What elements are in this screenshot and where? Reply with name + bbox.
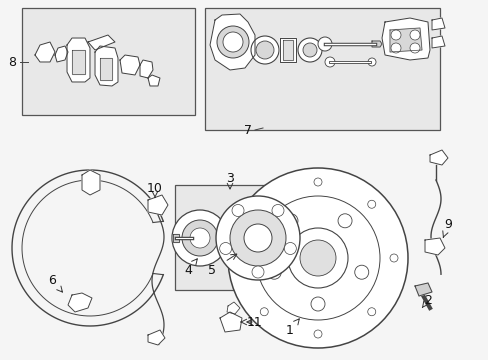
Text: 2: 2 bbox=[423, 293, 431, 306]
Polygon shape bbox=[381, 18, 429, 60]
Circle shape bbox=[337, 214, 351, 228]
Text: 5: 5 bbox=[207, 264, 216, 276]
Circle shape bbox=[317, 37, 331, 51]
Circle shape bbox=[271, 204, 284, 216]
Circle shape bbox=[216, 196, 299, 280]
Circle shape bbox=[354, 265, 368, 279]
Polygon shape bbox=[220, 312, 242, 332]
Polygon shape bbox=[88, 35, 115, 50]
Circle shape bbox=[287, 228, 347, 288]
Polygon shape bbox=[35, 42, 55, 62]
Circle shape bbox=[284, 214, 297, 228]
Polygon shape bbox=[72, 50, 85, 74]
Circle shape bbox=[223, 32, 243, 52]
Circle shape bbox=[367, 58, 375, 66]
Circle shape bbox=[390, 30, 400, 40]
Circle shape bbox=[310, 297, 325, 311]
Circle shape bbox=[219, 243, 231, 255]
Polygon shape bbox=[226, 302, 240, 314]
Polygon shape bbox=[280, 38, 295, 62]
Polygon shape bbox=[431, 36, 444, 48]
Polygon shape bbox=[389, 28, 421, 52]
Polygon shape bbox=[371, 41, 381, 47]
Bar bbox=[175, 185, 299, 290]
Circle shape bbox=[284, 243, 296, 255]
Bar bbox=[204, 8, 439, 130]
Circle shape bbox=[267, 265, 281, 279]
Circle shape bbox=[313, 330, 321, 338]
Circle shape bbox=[367, 308, 375, 316]
Circle shape bbox=[313, 178, 321, 186]
Polygon shape bbox=[424, 238, 444, 255]
Circle shape bbox=[238, 254, 245, 262]
Polygon shape bbox=[148, 75, 160, 86]
Circle shape bbox=[182, 220, 218, 256]
Polygon shape bbox=[95, 46, 118, 86]
Circle shape bbox=[250, 36, 279, 64]
Circle shape bbox=[244, 224, 271, 252]
Polygon shape bbox=[414, 283, 431, 296]
Circle shape bbox=[303, 43, 316, 57]
Polygon shape bbox=[429, 150, 447, 165]
Circle shape bbox=[256, 196, 379, 320]
Text: 4: 4 bbox=[183, 264, 192, 276]
Circle shape bbox=[256, 41, 273, 59]
Circle shape bbox=[217, 26, 248, 58]
Circle shape bbox=[190, 228, 209, 248]
Text: 1: 1 bbox=[285, 324, 293, 337]
Polygon shape bbox=[148, 195, 168, 215]
Polygon shape bbox=[148, 330, 164, 345]
Circle shape bbox=[297, 38, 321, 62]
Circle shape bbox=[299, 240, 335, 276]
Polygon shape bbox=[68, 293, 92, 312]
Polygon shape bbox=[431, 18, 444, 30]
Polygon shape bbox=[209, 14, 254, 70]
Circle shape bbox=[325, 57, 334, 67]
Polygon shape bbox=[55, 46, 68, 62]
Circle shape bbox=[367, 200, 375, 208]
Text: 10: 10 bbox=[147, 181, 163, 194]
Circle shape bbox=[389, 254, 397, 262]
Polygon shape bbox=[140, 60, 153, 78]
Bar bbox=[22, 8, 195, 115]
Circle shape bbox=[227, 168, 407, 348]
Text: 7: 7 bbox=[244, 123, 251, 136]
Polygon shape bbox=[283, 40, 292, 60]
Polygon shape bbox=[67, 38, 90, 82]
Polygon shape bbox=[120, 55, 140, 75]
Circle shape bbox=[172, 210, 227, 266]
Circle shape bbox=[409, 30, 419, 40]
Circle shape bbox=[409, 43, 419, 53]
Text: 8: 8 bbox=[8, 55, 16, 68]
Circle shape bbox=[251, 266, 264, 278]
Polygon shape bbox=[100, 58, 112, 80]
Text: 11: 11 bbox=[246, 315, 263, 328]
Circle shape bbox=[390, 43, 400, 53]
Polygon shape bbox=[173, 234, 179, 242]
Text: 3: 3 bbox=[225, 171, 233, 184]
Circle shape bbox=[229, 210, 285, 266]
Circle shape bbox=[231, 204, 244, 216]
Text: 9: 9 bbox=[443, 219, 451, 231]
Polygon shape bbox=[82, 170, 100, 195]
Circle shape bbox=[260, 308, 268, 316]
Text: 6: 6 bbox=[48, 274, 56, 287]
Circle shape bbox=[260, 200, 268, 208]
